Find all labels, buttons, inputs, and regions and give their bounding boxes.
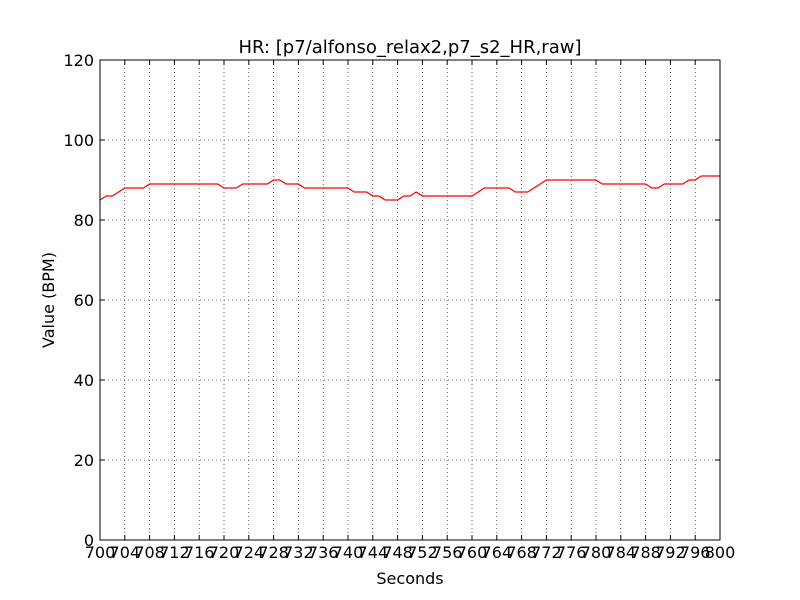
x-tick-label: 756 xyxy=(432,543,463,562)
chart-title: HR: [p7/alfonso_relax2,p7_s2_HR,raw] xyxy=(238,37,581,58)
x-tick-label: 768 xyxy=(506,543,537,562)
x-tick-label: 800 xyxy=(705,543,736,562)
grid-lines xyxy=(100,60,720,540)
x-tick-label: 708 xyxy=(134,543,165,562)
x-tick-label: 792 xyxy=(655,543,686,562)
x-tick-label: 700 xyxy=(85,543,116,562)
y-tick-label: 100 xyxy=(63,131,94,150)
x-tick-label: 724 xyxy=(234,543,265,562)
x-tick-label: 760 xyxy=(457,543,488,562)
y-tick-label: 80 xyxy=(74,211,94,230)
y-axis: 0 20 40 60 80 100 120 xyxy=(63,51,720,550)
x-tick-label: 764 xyxy=(482,543,513,562)
x-tick-label: 744 xyxy=(358,543,389,562)
x-tick-label: 736 xyxy=(308,543,339,562)
x-tick-label: 772 xyxy=(531,543,562,562)
y-tick-label: 0 xyxy=(84,531,94,550)
x-tick-label: 728 xyxy=(258,543,289,562)
x-tick-label: 796 xyxy=(680,543,711,562)
x-tick-label: 716 xyxy=(184,543,215,562)
x-tick-label: 748 xyxy=(382,543,413,562)
x-tick-label: 740 xyxy=(333,543,364,562)
y-tick-label: 120 xyxy=(63,51,94,70)
x-tick-label: 712 xyxy=(159,543,190,562)
x-tick-label: 704 xyxy=(110,543,141,562)
y-tick-label: 40 xyxy=(74,371,94,390)
x-tick-label: 732 xyxy=(283,543,314,562)
hr-series-line xyxy=(99,175,720,201)
x-tick-label: 720 xyxy=(209,543,240,562)
y-tick-label: 60 xyxy=(74,291,94,310)
x-tick-label: 784 xyxy=(606,543,637,562)
y-tick-label: 20 xyxy=(74,451,94,470)
x-axis: 7007047087127167207247287327367407447487… xyxy=(85,60,736,562)
y-axis-label: Value (BPM) xyxy=(39,252,58,348)
x-tick-label: 788 xyxy=(630,543,661,562)
x-tick-label: 776 xyxy=(556,543,587,562)
x-axis-label: Seconds xyxy=(376,569,443,588)
x-tick-label: 752 xyxy=(407,543,438,562)
series-group xyxy=(99,175,720,201)
x-tick-label: 780 xyxy=(581,543,612,562)
